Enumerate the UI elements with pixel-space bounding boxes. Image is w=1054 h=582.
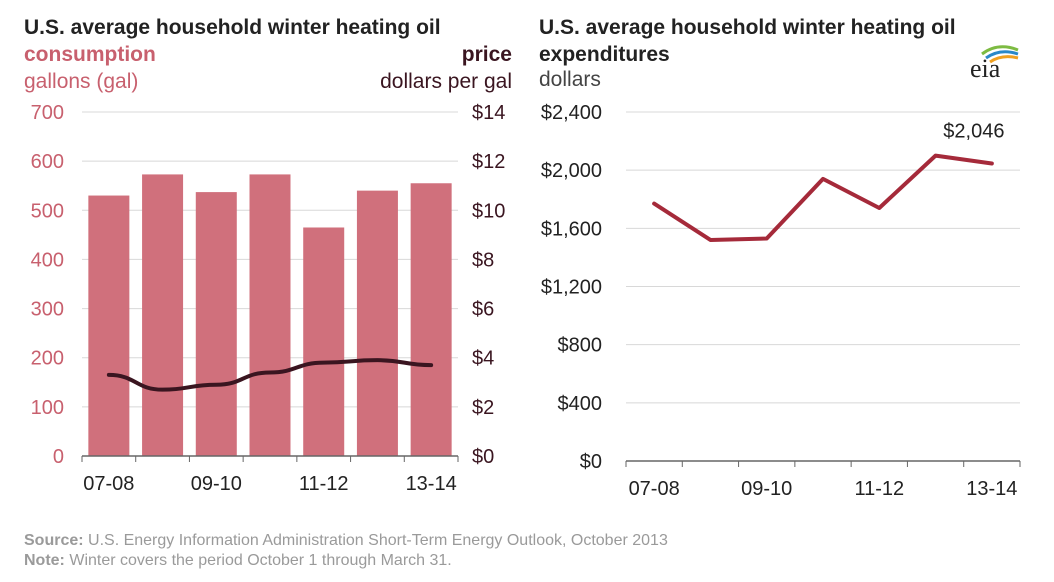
right-y-tick-label: $6 (472, 299, 494, 321)
right-x-tick-label: 09-10 (741, 478, 792, 500)
consumption-bar (88, 195, 130, 457)
price-line (106, 358, 434, 392)
left-x-tick-label: 13-14 (406, 473, 457, 495)
consumption-bar (356, 190, 398, 456)
left-y-tick-label: 700 (31, 102, 64, 124)
left-series-label: consumption (24, 43, 156, 66)
left-y-tick-label: 300 (31, 299, 64, 321)
left-y-tick-label: 600 (31, 151, 64, 173)
expenditure-y-tick-label: $800 (558, 335, 603, 357)
expenditure-y-tick-label: $400 (558, 393, 603, 415)
left-y-tick-label: 500 (31, 200, 64, 222)
right-x-tick-label: 13-14 (966, 478, 1017, 500)
note-line: Note: Winter covers the period October 1… (24, 552, 452, 570)
right-axis-unit: dollars per gal (380, 70, 512, 93)
left-x-tick-label: 09-10 (191, 473, 242, 495)
left-y-tick-label: 400 (31, 249, 64, 271)
left-x-tick-label: 11-12 (299, 473, 349, 495)
right-y-tick-label: $8 (472, 249, 494, 271)
source-text: U.S. Energy Information Administration S… (83, 532, 668, 549)
right-y-tick-label: $10 (472, 200, 505, 222)
expenditure-annotation: $2,046 (943, 120, 1004, 142)
left-y-tick-label: 0 (53, 446, 64, 468)
right-y-tick-label: $14 (472, 102, 505, 124)
eia-logo: eia (968, 40, 1024, 83)
left-y-tick-label: 100 (31, 397, 64, 419)
left-x-tick-label: 07-08 (83, 473, 134, 495)
left-chart-title: U.S. average household winter heating oi… (24, 16, 441, 39)
eia-logo-text: eia (970, 54, 1001, 83)
note-label: Note: (24, 552, 65, 569)
consumption-bar (142, 174, 184, 456)
expenditure-y-tick-label: $1,200 (541, 277, 602, 299)
right-y-tick-label: $0 (472, 446, 494, 468)
consumption-bar (249, 174, 291, 456)
consumption-bar (303, 227, 345, 456)
source-line: Source: U.S. Energy Information Administ… (24, 532, 668, 550)
right-chart-title-line1: U.S. average household winter heating oi… (539, 16, 956, 39)
right-chart-title-line2: expenditures (539, 43, 670, 66)
right-y-tick-label: $4 (472, 348, 494, 370)
right-x-tick-label: 07-08 (629, 478, 680, 500)
eia-logo-arcs (981, 45, 1019, 64)
expenditure-line (652, 153, 994, 242)
right-x-tick-label: 11-12 (854, 478, 904, 500)
right-y-tick-label: $12 (472, 151, 505, 173)
source-label: Source: (24, 532, 84, 549)
expenditure-y-tick-label: $1,600 (541, 218, 602, 240)
right-chart-unit: dollars (539, 68, 601, 91)
expenditure-y-tick-label: $2,000 (541, 160, 602, 182)
expenditure-y-tick-label: $0 (580, 451, 602, 473)
consumption-bar (410, 183, 452, 456)
note-text: Winter covers the period October 1 throu… (64, 552, 452, 569)
consumption-bar (195, 192, 237, 457)
right-y-tick-label: $2 (472, 397, 494, 419)
left-y-tick-label: 200 (31, 348, 64, 370)
left-axis-unit: gallons (gal) (24, 70, 139, 93)
right-series-label: price (461, 43, 512, 66)
expenditure-y-tick-label: $2,400 (541, 102, 602, 124)
